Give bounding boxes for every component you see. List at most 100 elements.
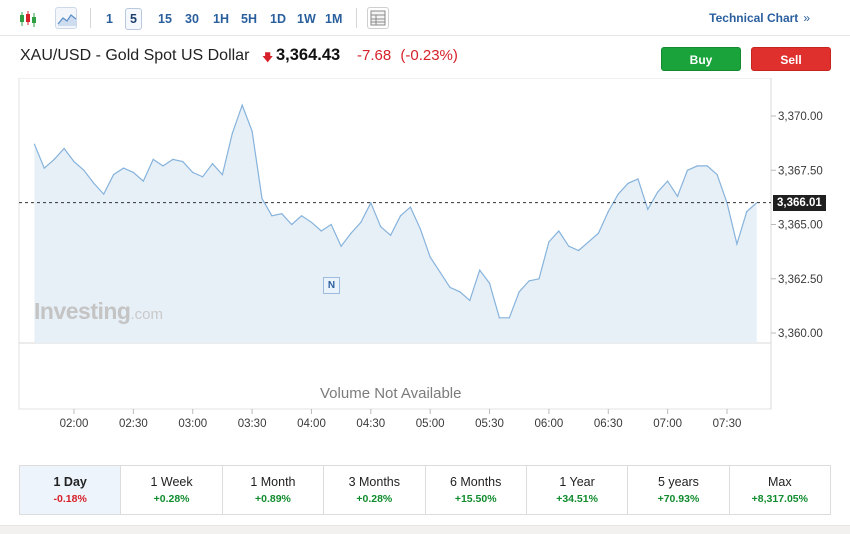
price-point (597, 232, 600, 234)
price-point (33, 143, 36, 145)
x-tick-label: 06:30 (594, 418, 623, 428)
price-point (409, 206, 411, 208)
period-change: +0.89% (254, 493, 291, 505)
period-6-months[interactable]: 6 Months +15.50% (426, 466, 527, 514)
period-5-years[interactable]: 5 years +70.93% (628, 466, 730, 514)
investing-watermark: Investing.com (34, 298, 163, 325)
price-change-percent: (-0.23%) (400, 47, 458, 64)
period-label: 1 Month (250, 475, 296, 489)
price-point (241, 104, 243, 106)
instrument-name: XAU/USD - Gold Spot US Dollar (20, 47, 250, 64)
price-point (301, 215, 303, 217)
period-label: 6 Months (449, 475, 502, 489)
period-1-week[interactable]: 1 Week +0.28% (121, 466, 223, 514)
price-point (637, 178, 639, 180)
price-point (518, 291, 520, 293)
volume-not-available-text: Volume Not Available (320, 385, 462, 402)
period-max[interactable]: Max +8,317.05% (730, 466, 830, 514)
price-point (498, 317, 500, 319)
timeframe-5h[interactable]: 5H (241, 12, 257, 26)
price-point (132, 171, 134, 173)
price-point (399, 215, 402, 217)
price-chart[interactable]: 3,360.00 3,362.50 3,365.00 3,367.50 3,370.00… (0, 78, 850, 428)
price-area-fill (34, 105, 757, 343)
price-point (587, 241, 590, 243)
period-1-month[interactable]: 1 Month +0.89% (223, 466, 325, 514)
price-point (439, 271, 441, 273)
price-point (429, 256, 431, 258)
price-point (380, 226, 382, 228)
price-point (63, 147, 65, 150)
price-change: -7.68 (-0.23%) (357, 47, 458, 64)
price-point (152, 158, 154, 160)
timeframe-1d[interactable]: 1D (270, 12, 286, 26)
price-point (192, 171, 194, 173)
period-1-day[interactable]: 1 Day -0.18% (20, 466, 122, 514)
buy-button[interactable]: Buy (661, 47, 741, 71)
price-point (538, 278, 540, 280)
period-label: 3 Months (348, 475, 401, 489)
page-bottom-strip (0, 525, 850, 534)
technical-chart-link[interactable]: Technical Chart » (709, 11, 810, 25)
price-point (261, 197, 263, 200)
price-point (360, 221, 362, 223)
x-tick-label: 03:00 (178, 418, 207, 428)
quote-header: XAU/USD - Gold Spot US Dollar 🡇 3,364.43… (0, 37, 850, 77)
price-point (172, 158, 174, 160)
price-point (419, 228, 421, 230)
price-point (578, 249, 580, 252)
price-point (528, 280, 530, 282)
price-point (696, 165, 698, 167)
timeframe-1[interactable]: 1 (106, 12, 113, 26)
price-point (122, 167, 125, 169)
y-tick-label: 3,360.00 (778, 328, 823, 340)
chart-canvas: 3,360.00 3,362.50 3,365.00 3,367.50 3,370.00… (18, 78, 823, 428)
sell-button[interactable]: Sell (751, 47, 831, 71)
x-tick-label: 07:00 (653, 418, 682, 428)
timeframe-30[interactable]: 30 (185, 12, 199, 26)
x-tick-label: 05:00 (416, 418, 445, 428)
price-point (479, 269, 481, 271)
price-point (568, 245, 570, 247)
period-3-months[interactable]: 3 Months +0.28% (324, 466, 426, 514)
area-chart-icon[interactable] (55, 7, 77, 29)
y-tick-label: 3,370.00 (778, 111, 823, 123)
technical-chart-label: Technical Chart (709, 11, 799, 25)
price-point (162, 165, 164, 167)
period-change: +0.28% (153, 493, 190, 505)
price-point (469, 299, 471, 301)
price-point (746, 210, 748, 213)
period-change: +0.28% (356, 493, 393, 505)
x-tick-label: 06:00 (535, 418, 564, 428)
price-point (231, 132, 233, 134)
timeframe-1w[interactable]: 1W (297, 12, 316, 26)
y-tick-label: 3,362.50 (778, 274, 823, 286)
watermark-suffix: .com (130, 306, 163, 323)
price-point (142, 180, 144, 182)
chart-toolbar: 1 5 15 30 1H 5H 1D 1W 1M Technical Chart… (0, 0, 850, 36)
price-point (83, 169, 85, 171)
price-point (340, 245, 342, 247)
table-view-icon[interactable] (367, 7, 389, 29)
last-value-badge: 3,366.01 (773, 194, 826, 211)
period-label: 5 years (657, 475, 699, 489)
timeframe-15[interactable]: 15 (158, 12, 172, 26)
x-tick-label: 05:30 (475, 418, 504, 428)
period-label: 1 Week (150, 475, 193, 489)
price-point (459, 291, 461, 293)
timeframe-1m[interactable]: 1M (325, 12, 343, 26)
double-chevron-right-icon: » (803, 11, 810, 25)
y-tick-label: 3,365.00 (778, 220, 823, 232)
period-change: +70.93% (657, 493, 700, 505)
y-tick-label: 3,367.50 (778, 165, 823, 177)
x-tick-label: 02:30 (119, 418, 148, 428)
price-point (221, 174, 223, 176)
candlestick-icon[interactable] (16, 7, 38, 29)
period-change: +34.51% (556, 493, 598, 505)
price-point (617, 193, 619, 195)
timeframe-1h[interactable]: 1H (213, 12, 229, 26)
news-marker[interactable]: N (323, 277, 340, 294)
price-point (43, 167, 45, 169)
timeframe-5[interactable]: 5 (125, 8, 142, 30)
period-1-year[interactable]: 1 Year +34.51% (527, 466, 629, 514)
